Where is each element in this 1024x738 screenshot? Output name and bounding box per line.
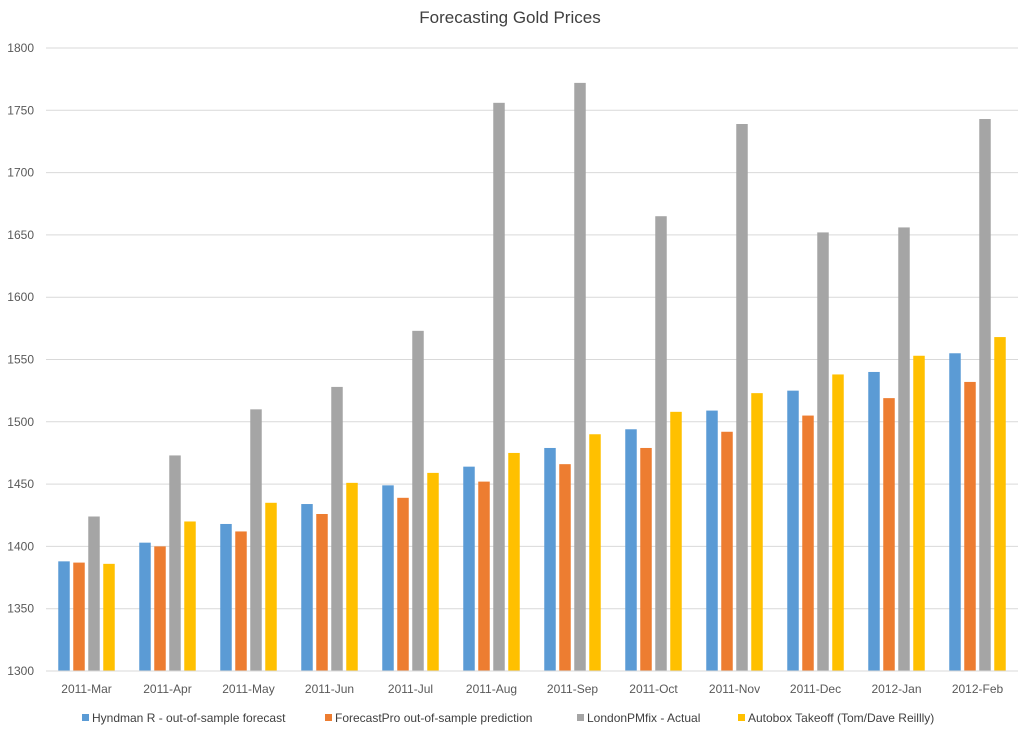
bar bbox=[508, 452, 520, 671]
legend-swatch bbox=[325, 714, 332, 721]
bar bbox=[265, 502, 277, 671]
bar bbox=[169, 455, 181, 671]
bar bbox=[913, 355, 925, 671]
x-tick-label: 2011-Oct bbox=[629, 682, 678, 696]
bar bbox=[493, 102, 505, 672]
y-tick-label: 1400 bbox=[7, 539, 34, 553]
bar bbox=[589, 434, 601, 671]
bar bbox=[787, 390, 799, 671]
bar bbox=[412, 330, 424, 671]
y-tick-label: 1300 bbox=[7, 664, 34, 678]
bar bbox=[655, 216, 667, 671]
bar bbox=[559, 464, 571, 671]
bars bbox=[58, 82, 1006, 672]
x-tick-label: 2011-Apr bbox=[143, 682, 191, 696]
bar bbox=[184, 521, 196, 671]
bar bbox=[832, 374, 844, 671]
x-tick-label: 2011-Jun bbox=[305, 682, 354, 696]
bar bbox=[103, 563, 115, 671]
legend-label: Hyndman R - out-of-sample forecast bbox=[92, 711, 286, 725]
bar bbox=[736, 124, 748, 672]
bar bbox=[220, 523, 232, 671]
legend-label: Autobox Takeoff (Tom/Dave Reillly) bbox=[748, 711, 934, 725]
bar bbox=[73, 562, 85, 671]
bar bbox=[625, 429, 637, 671]
bar bbox=[88, 516, 100, 671]
y-tick-label: 1500 bbox=[7, 415, 34, 429]
y-tick-label: 1800 bbox=[7, 41, 34, 55]
legend-swatch bbox=[577, 714, 584, 721]
y-tick-label: 1650 bbox=[7, 228, 34, 242]
x-tick-label: 2011-Sep bbox=[547, 682, 598, 696]
bar bbox=[427, 472, 439, 671]
y-tick-label: 1450 bbox=[7, 477, 34, 491]
x-tick-label: 2011-Nov bbox=[709, 682, 760, 696]
bar bbox=[235, 531, 247, 671]
y-tick-label: 1600 bbox=[7, 290, 34, 304]
bar bbox=[868, 371, 880, 671]
y-tick-label: 1700 bbox=[7, 166, 34, 180]
x-tick-label: 2011-May bbox=[222, 682, 274, 696]
bar bbox=[139, 542, 151, 671]
bar bbox=[316, 514, 328, 671]
bar bbox=[382, 485, 394, 671]
bar bbox=[949, 353, 961, 671]
bar bbox=[58, 561, 70, 671]
legend-swatch bbox=[738, 714, 745, 721]
bar bbox=[802, 415, 814, 671]
bar bbox=[817, 232, 829, 671]
bar bbox=[154, 546, 166, 671]
bar bbox=[397, 497, 409, 671]
bar bbox=[331, 386, 343, 671]
bar bbox=[706, 410, 718, 671]
bar bbox=[883, 398, 895, 671]
y-axis-ticks: 1300 1350 1400 1450 1500 1550 1600 1650 1700 1750… bbox=[7, 41, 34, 678]
x-tick-label: 2011-Aug bbox=[466, 682, 517, 696]
bar bbox=[640, 447, 652, 671]
legend-label: LondonPMfix - Actual bbox=[587, 711, 700, 725]
bar bbox=[346, 482, 358, 671]
x-tick-label: 2012-Jan bbox=[871, 682, 921, 696]
legend: Hyndman R - out-of-sample forecast Foreca… bbox=[82, 711, 934, 725]
x-tick-label: 2011-Jul bbox=[388, 682, 433, 696]
legend-label: ForecastPro out-of-sample prediction bbox=[335, 711, 532, 725]
bar bbox=[478, 481, 490, 671]
bar bbox=[721, 431, 733, 671]
bar bbox=[670, 411, 682, 671]
bar bbox=[574, 82, 586, 671]
bar bbox=[994, 337, 1006, 671]
chart-title: Forecasting Gold Prices bbox=[419, 8, 600, 27]
bar bbox=[964, 381, 976, 671]
gridlines bbox=[46, 47, 1018, 610]
y-tick-label: 1350 bbox=[7, 602, 34, 616]
y-tick-label: 1550 bbox=[7, 353, 34, 367]
bar bbox=[979, 119, 991, 672]
bar bbox=[751, 393, 763, 671]
bar bbox=[250, 409, 262, 671]
bar bbox=[898, 227, 910, 671]
x-tick-label: 2011-Dec bbox=[790, 682, 841, 696]
bar bbox=[301, 504, 313, 671]
legend-swatch bbox=[82, 714, 89, 721]
bar bbox=[544, 447, 556, 671]
bar bbox=[463, 466, 475, 671]
x-tick-label: 2012-Feb bbox=[952, 682, 1004, 696]
x-tick-label: 2011-Mar bbox=[61, 682, 111, 696]
x-axis-ticks: 2011-Mar 2011-Apr 2011-May 2011-Jun 2011-Jul… bbox=[61, 682, 1003, 696]
y-tick-label: 1750 bbox=[7, 103, 34, 117]
